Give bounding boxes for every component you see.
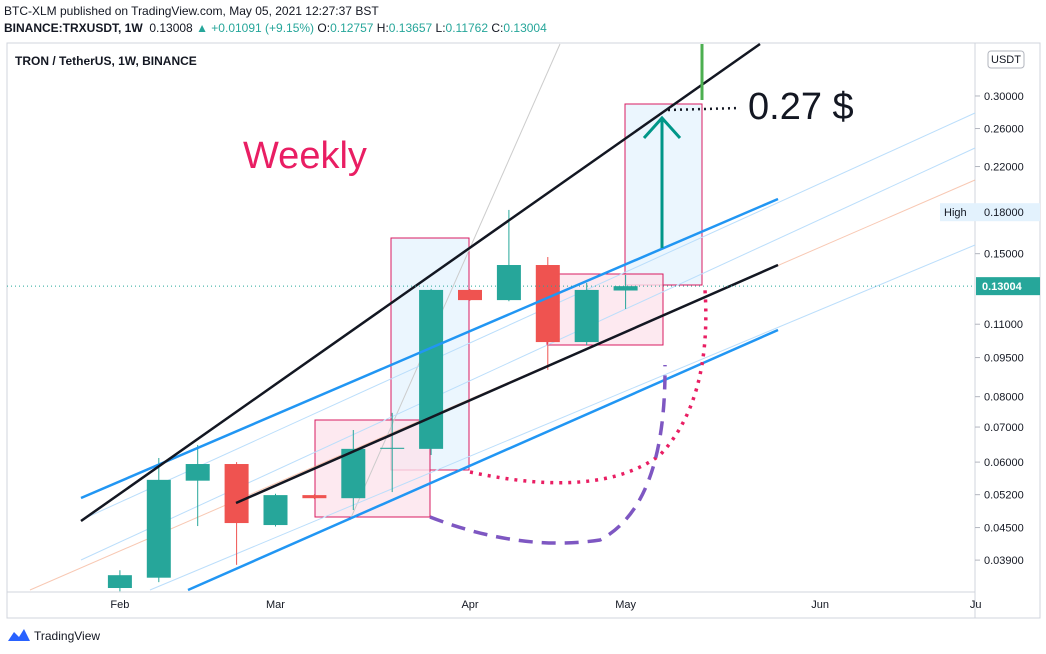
ohlc-label: O: <box>317 21 331 35</box>
candle-body <box>107 575 132 589</box>
annotation: 0.27 $ <box>748 86 854 128</box>
candle-body <box>341 448 366 499</box>
ohlc-label: C: <box>491 21 504 35</box>
x-tick-label: May <box>615 599 636 611</box>
arrow-head <box>642 115 682 140</box>
trend-line <box>235 263 779 505</box>
quote-line: BINANCE:TRXUSDT, 1W 0.13008 ▲ +0.01091 (… <box>4 21 547 35</box>
y-tick-label: 0.22000 <box>984 162 1024 174</box>
trend-line <box>349 43 561 521</box>
ohlc-value: 0.13004 <box>503 21 547 35</box>
candle-body <box>613 286 638 291</box>
frame <box>6 42 1041 619</box>
candle-body <box>574 289 599 343</box>
price-label: 0.13004 <box>982 281 1023 293</box>
candle-body <box>535 265 560 343</box>
trend-line <box>80 197 779 500</box>
candle-body <box>263 495 288 526</box>
y-tick-label: 0.05200 <box>984 490 1024 502</box>
publish-text: BTC-XLM published on TradingView.com, Ma… <box>4 4 379 18</box>
high-marker-bg <box>940 203 1040 222</box>
y-tick-label: 0.03900 <box>984 555 1024 567</box>
currency-box <box>987 50 1025 69</box>
candle-body <box>419 289 444 449</box>
dotted-line <box>667 106 741 112</box>
symbol: BINANCE:TRXUSDT, 1W <box>4 21 143 35</box>
drawings-top: Weekly 0.27 $ TRON / TetherUS, 1W, BINAN… <box>15 42 1025 592</box>
trend-line <box>187 328 779 592</box>
trend-line <box>80 147 976 561</box>
price-label-bg <box>976 277 1040 296</box>
brand: TradingView <box>34 629 100 643</box>
x-tick-label: Feb <box>110 599 129 611</box>
trend-line <box>149 244 976 591</box>
y-tick-label: 0.06000 <box>984 457 1024 469</box>
high-marker-label: High <box>944 207 967 219</box>
logo <box>8 629 30 641</box>
ohlc-label: L: <box>435 21 446 35</box>
candle-body <box>185 464 210 481</box>
curve <box>469 289 708 485</box>
x-tick-label: Apr <box>461 599 478 611</box>
y-tick-label: 0.09500 <box>984 353 1024 365</box>
publish-line: BTC-XLM published on TradingView.com, Ma… <box>4 4 379 18</box>
change: ▲ +0.01091 (+9.15%) <box>196 21 315 35</box>
y-tick-label: 0.11000 <box>984 319 1023 331</box>
candle-body <box>458 289 482 301</box>
annotation: Weekly <box>243 135 367 177</box>
curve <box>429 364 667 545</box>
footer: TradingView <box>8 629 100 643</box>
box <box>546 273 664 346</box>
currency: USDT <box>991 54 1021 66</box>
high-marker-value: 0.18000 <box>984 207 1024 219</box>
y-tick-label: 0.04500 <box>984 523 1024 535</box>
candle-body <box>496 265 521 301</box>
ohlc-value: 0.12757 <box>330 21 374 35</box>
legend-title: TRON / TetherUS, 1W, BINANCE <box>15 54 197 68</box>
last-price: 0.13008 <box>149 21 193 35</box>
y-tick-label: 0.26000 <box>984 124 1024 136</box>
x-tick-label: Jun <box>811 599 829 611</box>
candle-body <box>224 464 249 524</box>
change-text: +0.01091 (+9.15%) <box>211 21 315 35</box>
trend-line <box>80 42 761 523</box>
y-tick-label: 0.08000 <box>984 392 1024 404</box>
y-tick-label: 0.15000 <box>984 249 1024 261</box>
candle-body <box>380 447 405 449</box>
x-tick-label: Ju <box>970 599 982 611</box>
ohlc-label: H: <box>376 21 389 35</box>
x-tick-label: Mar <box>266 599 285 611</box>
candle-body <box>302 495 327 499</box>
y-tick-label: 0.07000 <box>984 422 1024 434</box>
candles <box>107 209 638 592</box>
candle-body <box>146 479 171 578</box>
y-tick-label: 0.30000 <box>984 91 1024 103</box>
trend-line <box>80 112 976 521</box>
ohlc-value: 0.13657 <box>388 21 433 35</box>
ohlc-value: 0.11762 <box>445 21 489 35</box>
